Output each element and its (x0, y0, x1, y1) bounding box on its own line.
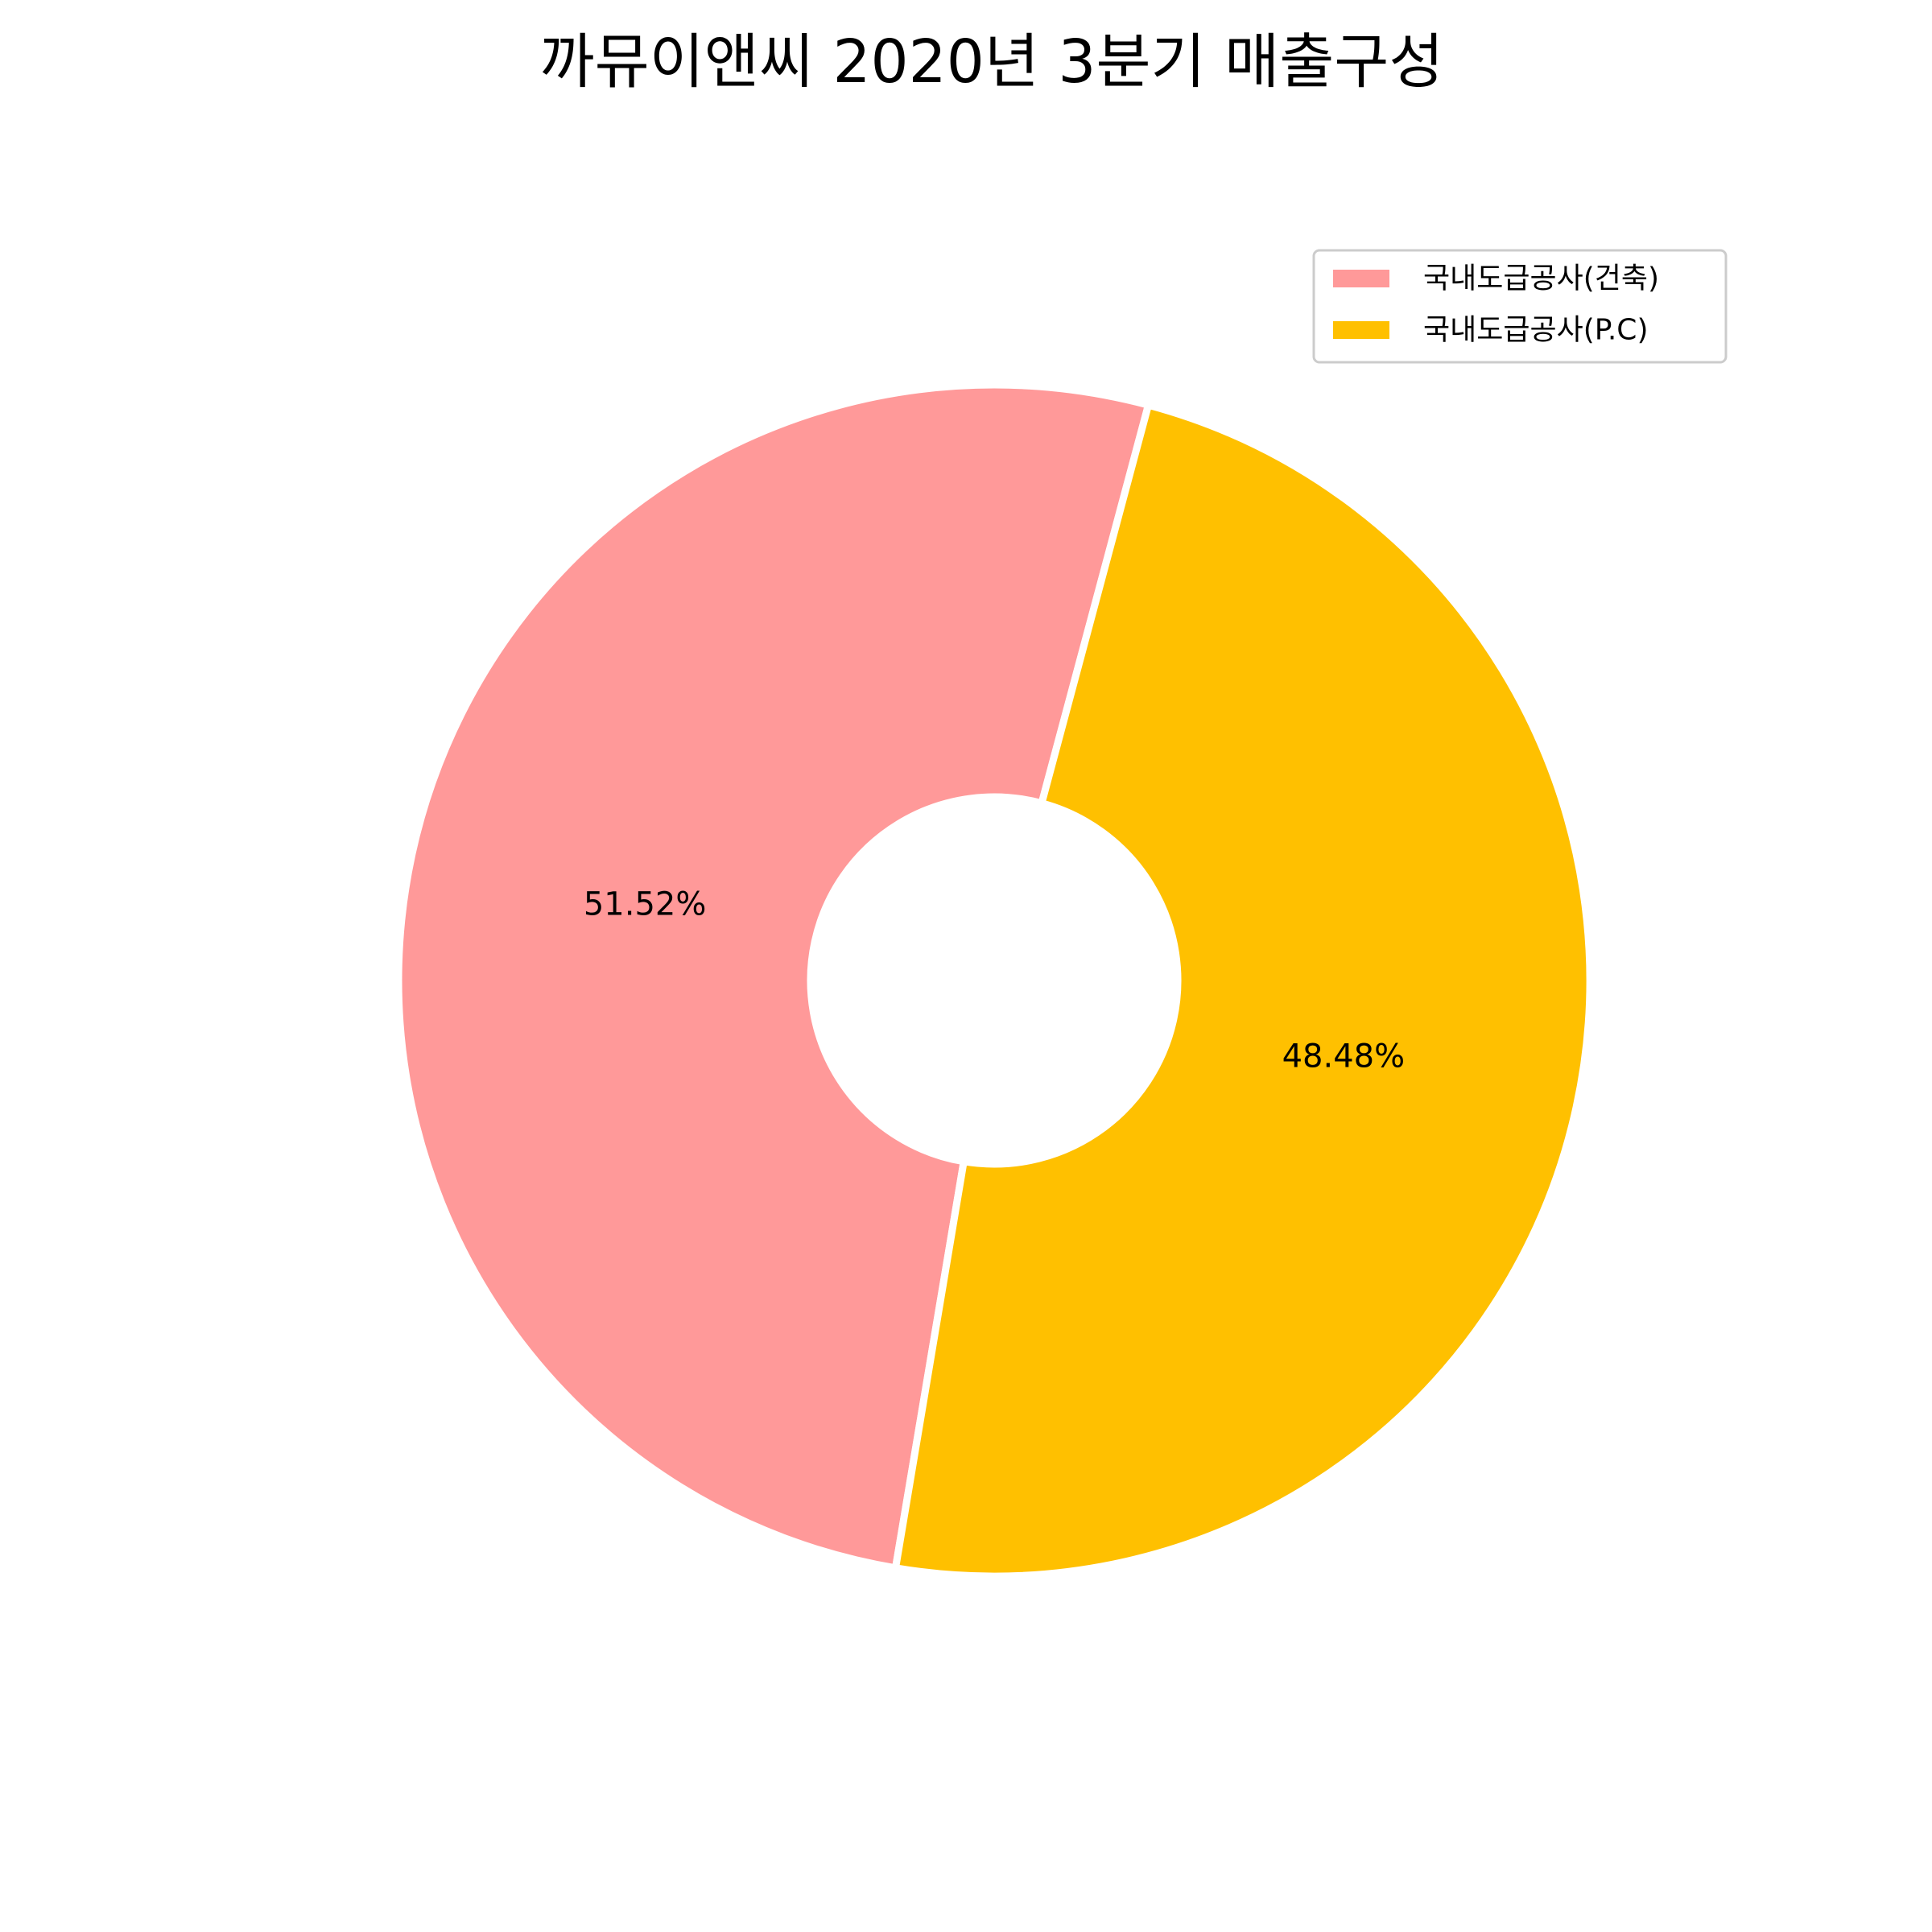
legend-label-2: 국내도급공사(P.C) (1423, 314, 1649, 347)
chart-title: 까뮤이앤씨 2020년 3분기 매출구성 (540, 27, 1444, 97)
legend-label-1: 국내도급공사(건축) (1423, 262, 1659, 295)
legend-swatch-1 (1333, 270, 1389, 287)
legend-items: 국내도급공사(건축) 국내도급공사(P.C) (1333, 262, 1659, 347)
slice-label-2: 48.48% (1282, 1038, 1406, 1075)
slice-label-1: 51.52% (584, 886, 707, 923)
legend-frame (1312, 249, 1728, 364)
slice-labels: 51.52% 48.48% (584, 886, 1405, 1075)
donut-slices (394, 381, 1594, 1580)
legend-swatch-2 (1333, 321, 1389, 339)
legend: 국내도급공사(건축) 국내도급공사(P.C) (1312, 249, 1728, 364)
slice-2 (891, 400, 1594, 1580)
slice-1 (394, 381, 1154, 1572)
